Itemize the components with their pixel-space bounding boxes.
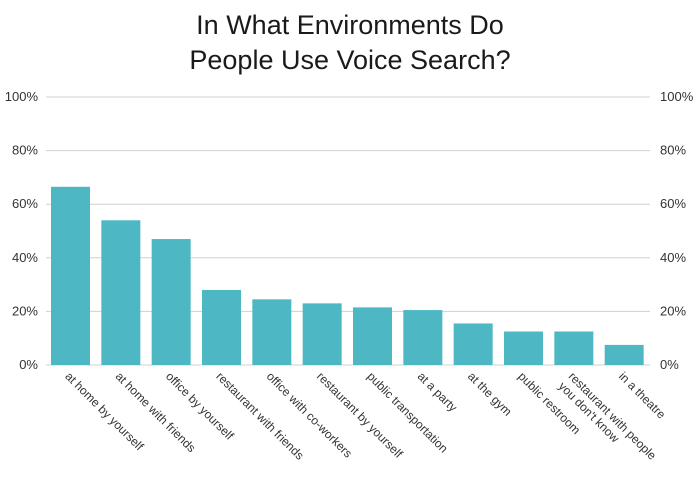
bar [403, 310, 443, 365]
x-category-label-line: in a theatre [616, 369, 669, 422]
x-category-label: restaurant with friends [213, 369, 306, 462]
x-category-label-line: restaurant by yourself [314, 369, 406, 461]
y-tick-label-left: 0% [19, 357, 38, 372]
bar [202, 289, 241, 365]
bar [101, 220, 141, 365]
bar [554, 331, 594, 365]
y-tick-label-left: 60% [12, 196, 38, 211]
y-tick-label-right: 80% [660, 143, 686, 158]
bar [151, 239, 191, 365]
bar [51, 186, 90, 365]
y-tick-label-right: 20% [660, 303, 686, 318]
x-category-label-line: at a party [415, 369, 460, 414]
x-category-label: restaurant by yourself [314, 369, 406, 461]
x-category-label-line: restaurant with friends [213, 369, 306, 462]
y-tick-label-right: 0% [660, 357, 679, 372]
bar [302, 303, 342, 365]
x-category-label: in a theatre [616, 369, 669, 422]
bar [504, 331, 543, 365]
bar [453, 323, 493, 365]
x-category-label-line: restaurant with people [566, 369, 660, 463]
y-tick-label-left: 20% [12, 303, 38, 318]
y-tick-label-left: 80% [12, 143, 38, 158]
x-category-label-line: at the gym [465, 369, 515, 419]
chart-title-line-2: People Use Voice Search? [189, 45, 511, 75]
y-tick-label-left: 100% [5, 89, 39, 104]
x-category-label-line: office with co-workers [264, 369, 355, 460]
bar [604, 344, 644, 365]
y-tick-label-left: 40% [12, 250, 38, 265]
x-category-label: at a party [415, 369, 460, 414]
bar [353, 307, 392, 365]
chart-title: In What Environments Do People Use Voice… [0, 8, 700, 78]
y-tick-label-right: 100% [660, 89, 694, 104]
bar [252, 299, 292, 365]
x-category-label: at the gym [465, 369, 515, 419]
y-tick-label-right: 60% [660, 196, 686, 211]
chart-title-line-1: In What Environments Do [196, 10, 504, 40]
y-tick-label-right: 40% [660, 250, 686, 265]
x-category-label: office with co-workers [264, 369, 355, 460]
